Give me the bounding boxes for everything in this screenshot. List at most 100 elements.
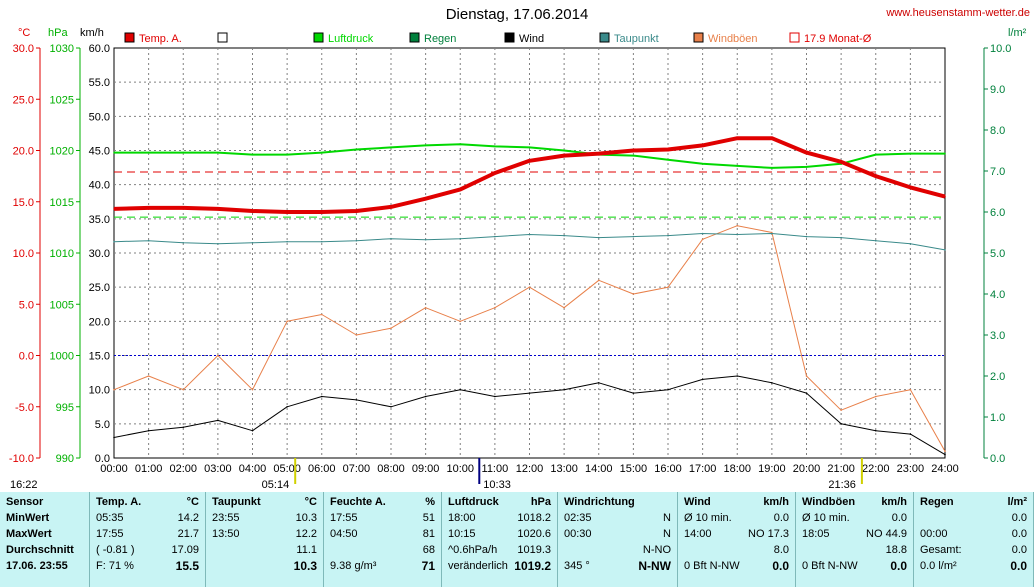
data-point: [632, 392, 635, 394]
data-point: [771, 167, 773, 169]
cell-hum-label: 04:50: [330, 528, 358, 540]
cell-press-value: 1019.2: [514, 559, 551, 573]
data-point: [182, 151, 185, 154]
site-link[interactable]: www.heusenstamm-wetter.de: [886, 7, 1030, 19]
cell-gust-label: 18:05: [802, 528, 830, 540]
temp-tick-label: 30.0: [13, 43, 34, 55]
header-unit-dew: °C: [304, 496, 317, 508]
rain-tick-label: 6.0: [990, 207, 1005, 219]
wind-tick-label: 15.0: [89, 351, 110, 363]
temp-tick-label: -10.0: [9, 453, 34, 465]
data-point: [944, 450, 946, 452]
x-tick-label: 02:00: [169, 463, 197, 475]
data-point: [805, 235, 808, 238]
data-point: [286, 211, 288, 213]
data-point: [874, 395, 877, 398]
cell-temp-label: ( -0.81 ): [96, 544, 135, 556]
legend-swatch: [124, 32, 135, 43]
x-tick-label: 04:00: [239, 463, 267, 475]
cell-wind-label: 14:00: [684, 528, 712, 540]
legend: Temp. A. Luftdruck Regen Wind Taupunkt Windbö…: [124, 32, 872, 45]
legend-swatch: [693, 32, 704, 43]
data-point: [286, 405, 288, 408]
wind-tick-label: 10.0: [89, 385, 110, 397]
cell-temp-value: 21.7: [177, 528, 199, 540]
x-tick-label: 11:00: [482, 463, 509, 475]
wind-tick-label: 0.0: [95, 453, 110, 465]
legend-label: Taupunkt: [614, 33, 659, 45]
data-point: [182, 207, 185, 209]
data-point: [251, 241, 254, 244]
x-tick-label: 13:00: [550, 463, 578, 475]
data-point: [909, 152, 912, 155]
rain-tick-label: 9.0: [990, 84, 1005, 96]
data-point: [874, 239, 877, 242]
cell-dew-value: 11.1: [296, 544, 317, 556]
data-point: [632, 154, 635, 157]
data-point: [840, 423, 842, 425]
header-unit-rain: l/m²: [1007, 496, 1027, 508]
x-tick-label: 15:00: [620, 463, 648, 475]
legend-swatch: [313, 32, 324, 43]
x-tick-label: 05:00: [273, 463, 301, 475]
wind-tick-label: 60.0: [89, 43, 110, 55]
pressure-tick-label: 995: [56, 402, 74, 414]
data-point: [459, 237, 462, 240]
cell-press-label: veränderlich: [448, 560, 508, 572]
x-tick-label: 20:00: [793, 463, 821, 475]
current-time-label: 10:33: [483, 479, 511, 491]
cell-gust-label: Ø 10 min.: [802, 512, 850, 524]
data-point: [182, 241, 185, 244]
data-point: [251, 210, 254, 212]
data-point: [286, 320, 288, 323]
data-point: [424, 197, 427, 200]
wind-tick-label: 5.0: [95, 419, 110, 431]
data-point: [217, 151, 219, 154]
axis-labels: 00:00 01:00 02:00 03:00 04:00 05:00 06:00 07:00…: [9, 27, 1027, 475]
data-point: [217, 208, 219, 210]
temp-tick-label: 10.0: [13, 248, 34, 260]
data-point: [840, 409, 842, 411]
cell-rain-label: 0.0 l/m²: [920, 560, 957, 572]
data-point: [320, 240, 323, 243]
data-point: [494, 235, 496, 238]
row-label: MaxWert: [6, 528, 52, 540]
cell-rain-value: 0.0: [1011, 544, 1027, 556]
cell-press-label: 18:00: [448, 512, 476, 524]
cell-dir-label: 02:35: [564, 512, 592, 524]
data-point: [805, 166, 808, 168]
x-tick-label: 23:00: [897, 463, 925, 475]
header-wind: Wind: [684, 496, 711, 508]
table-col-temp: Temp. A. °C 05:35 14.2 17:55 21.7 ( -0.81 ) 17.…: [90, 492, 206, 587]
data-point: [667, 388, 669, 391]
wind-unit: km/h: [80, 27, 104, 39]
pressure-tick-label: 1005: [50, 299, 74, 311]
data-point: [494, 145, 496, 148]
cell-hum-label: 17:55: [330, 512, 358, 524]
x-tick-label: 09:00: [412, 463, 440, 475]
data-point: [667, 148, 669, 151]
header-unit-gust: km/h: [881, 496, 907, 508]
data-point: [840, 160, 842, 163]
data-point: [528, 146, 531, 149]
data-point: [251, 388, 254, 391]
stats-table: Sensor MinWert MaxWert Durchschnitt 17.06. 2…: [0, 492, 1034, 587]
x-tick-label: 19:00: [758, 463, 786, 475]
cell-wind-value: 8.0: [773, 544, 789, 556]
cell-press-value: 1018.2: [517, 512, 551, 524]
x-tick-label: 18:00: [723, 463, 751, 475]
data-point: [320, 151, 323, 154]
data-point: [805, 375, 808, 377]
wind-tick-label: 40.0: [89, 180, 110, 192]
data-point: [563, 306, 565, 309]
table-col-rain: Regen l/m² 0.0 00:00 0.0 Gesamt: 0.0 0.0 l/m² 0.…: [914, 492, 1034, 587]
cell-wind-value: 0.0: [772, 559, 789, 573]
data-point: [251, 429, 254, 432]
rain-tick-label: 3.0: [990, 330, 1005, 342]
wind-tick-label: 50.0: [89, 111, 110, 123]
data-point: [563, 149, 565, 152]
wind-tick-label: 20.0: [89, 316, 110, 328]
temp-tick-label: 25.0: [13, 94, 34, 106]
cell-temp-value: 15.5: [175, 559, 199, 573]
cell-temp-label: 05:35: [96, 512, 124, 524]
